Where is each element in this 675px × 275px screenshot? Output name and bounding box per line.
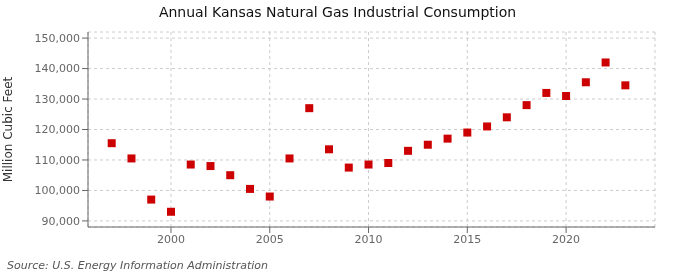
html-text:Source: U.S. Energy Informatio: Source: U.S. Energy Information Administ…	[7, 259, 268, 272]
svg-text:90,000: 90,000	[42, 215, 81, 228]
svg-text:2010: 2010	[355, 233, 383, 246]
svg-text:2020: 2020	[552, 233, 580, 246]
svg-text:140,000: 140,000	[35, 62, 81, 75]
svg-text:130,000: 130,000	[35, 93, 81, 106]
svg-text:Million Cubic Feet: Million Cubic Feet	[8, 76, 15, 182]
svg-text:2015: 2015	[453, 233, 481, 246]
svg-text:2000: 2000	[157, 233, 185, 246]
svg-text:150,000: 150,000	[35, 32, 81, 45]
svg-text:2005: 2005	[256, 233, 284, 246]
html-text:Annual Kansas Natural Gas Indu: Annual Kansas Natural Gas Industrial Con…	[158, 4, 517, 20]
svg-text:120,000: 120,000	[35, 123, 81, 136]
svg-text:100,000: 100,000	[35, 184, 81, 197]
svg-text:110,000: 110,000	[35, 154, 81, 167]
